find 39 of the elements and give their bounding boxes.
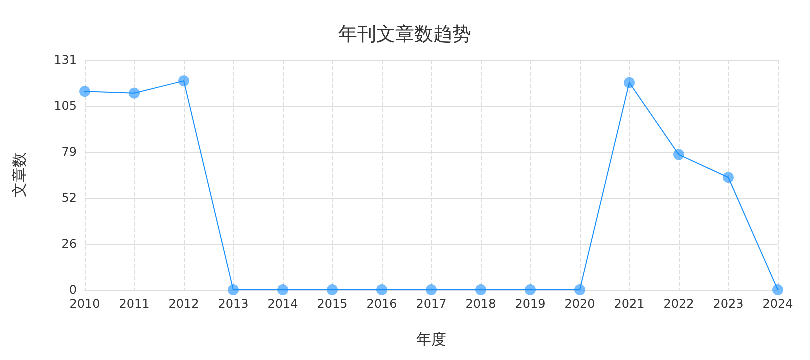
x-tick-label: 2012 (168, 297, 200, 311)
point (80, 86, 90, 98)
x-tick-label: 2014 (268, 297, 298, 311)
x-tick-label: 2019 (515, 297, 546, 311)
x-tick-label: 2017 (416, 297, 447, 311)
chart-title: 年刊文章数趋势 (338, 24, 472, 46)
x-tick-label: 2016 (366, 297, 398, 311)
point (772, 284, 784, 296)
x-tick-label: 2022 (664, 297, 694, 311)
y-tick-label: 0 (69, 283, 77, 297)
x-tick-label: 2018 (466, 297, 496, 311)
x-tick-label: 2020 (564, 297, 596, 311)
point (723, 172, 734, 184)
x-tick-label: 2015 (317, 297, 348, 311)
point (525, 284, 536, 296)
y-tick-label: 105 (54, 99, 77, 113)
y-tick-label: 26 (62, 237, 77, 251)
point (476, 284, 486, 296)
y-tick-label: 79 (62, 145, 77, 159)
point (624, 77, 635, 88)
point (376, 284, 388, 296)
x-tick-label: 2024 (762, 297, 794, 311)
point (129, 88, 140, 99)
point (674, 149, 684, 160)
x-tick-label: 2023 (713, 297, 744, 311)
point (327, 284, 338, 296)
x-tick-label: 2010 (70, 297, 100, 311)
x-tick-label: 2013 (218, 297, 249, 311)
point (178, 76, 190, 87)
point (426, 284, 437, 296)
y-axis-title: 文章数 (10, 152, 28, 198)
y-tick-label: 52 (62, 191, 77, 205)
point (574, 284, 586, 296)
point (278, 284, 288, 296)
x-axis-title: 年度 (416, 330, 446, 348)
x-tick-label: 2011 (119, 297, 150, 311)
y-tick-label: 131 (54, 53, 77, 67)
point (228, 284, 239, 296)
x-tick-label: 2021 (614, 297, 645, 311)
